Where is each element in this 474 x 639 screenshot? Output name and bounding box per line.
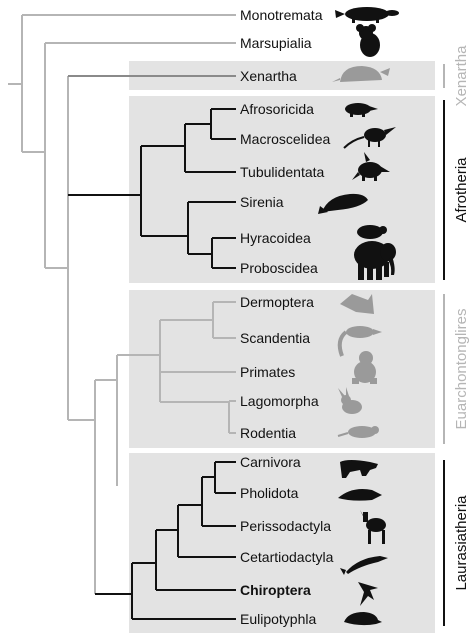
taxon-label: Cetartiodactyla [240, 549, 334, 565]
taxon-label: Scandentia [240, 330, 310, 346]
hedgehog-icon [344, 612, 382, 626]
taxon-label: Monotremata [240, 7, 323, 23]
taxon-label: Hyracoidea [240, 230, 311, 246]
taxon-label: Sirenia [240, 194, 284, 210]
tree-branches-black [68, 108, 236, 620]
tenrec-icon [345, 103, 378, 117]
armadillo-icon [332, 66, 390, 82]
elephant-shrew-icon [343, 127, 396, 149]
koala-icon [356, 24, 380, 57]
taxon-label: Tubulidentata [240, 164, 325, 180]
taxon-label: Afrosoricida [240, 101, 314, 117]
colugo-icon [340, 294, 374, 314]
taxon-label: Perissodactyla [240, 518, 331, 534]
rabbit-icon [338, 387, 362, 414]
taxon-label: Rodentia [240, 425, 296, 441]
bat-icon [358, 582, 378, 606]
taxon-label: Xenartha [240, 68, 297, 84]
elephant-icon [354, 241, 396, 280]
tree-branches-gray [8, 14, 236, 594]
group-label-xenartha: Xenartha [453, 45, 470, 107]
hyena-icon [340, 460, 378, 478]
monkey-icon [352, 351, 377, 384]
platypus-icon [335, 7, 399, 23]
group-labels: Xenartha Afrotheria Euarchontonglires La… [453, 45, 470, 591]
taxon-label: Carnivora [240, 454, 301, 470]
dolphin-icon [340, 556, 388, 575]
group-label-euarchontonglires: Euarchontonglires [453, 309, 470, 430]
group-label-laurasiatheria: Laurasiatheria [453, 495, 470, 591]
taxon-label: Lagomorpha [240, 393, 319, 409]
taxon-label: Dermoptera [240, 294, 314, 310]
taxon-label: Pholidota [240, 485, 299, 501]
taxon-label: Marsupialia [240, 35, 312, 51]
treeshrew-icon [337, 326, 382, 357]
pangolin-icon [338, 489, 382, 501]
aardvark-icon [352, 152, 390, 181]
taxon-label: Eulipotyphla [240, 611, 316, 627]
zebra-icon [360, 510, 386, 544]
laurasiatheria-box [129, 453, 435, 633]
taxon-label: Macroscelidea [240, 131, 330, 147]
rodent-icon [337, 426, 379, 438]
taxon-label-highlight: Chiroptera [240, 582, 311, 598]
taxa-labels: Monotremata Marsupialia Xenartha Afrosor… [240, 7, 334, 627]
manatee-icon [318, 193, 368, 214]
hyrax-icon [357, 225, 387, 239]
euarchontonglires-box [129, 290, 435, 448]
taxon-label: Proboscidea [240, 260, 318, 276]
taxon-label: Primates [240, 364, 295, 380]
group-label-afrotheria: Afrotheria [453, 157, 470, 223]
